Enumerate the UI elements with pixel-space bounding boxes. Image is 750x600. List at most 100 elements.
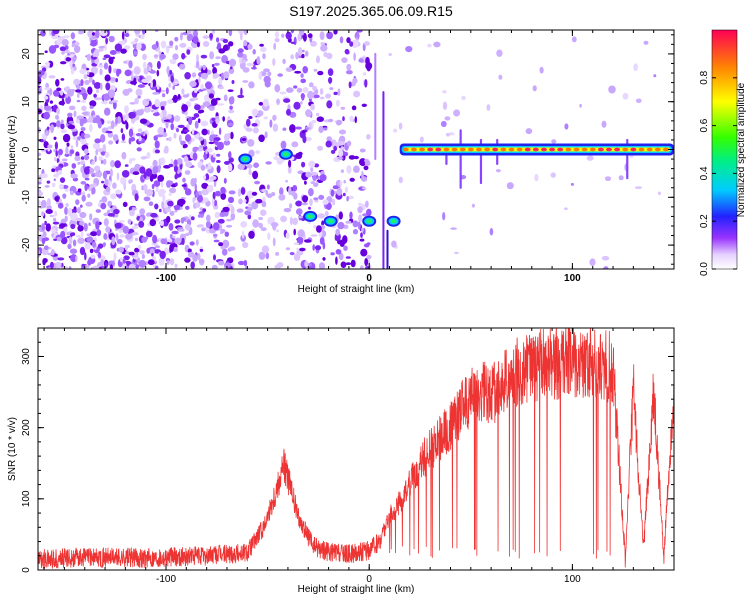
noise-speckle <box>325 202 332 210</box>
noise-speckle <box>196 224 203 228</box>
noise-speckle <box>316 55 320 64</box>
noise-speckle <box>570 182 575 186</box>
noise-speckle <box>45 209 53 214</box>
noise-speckle <box>348 81 352 89</box>
noise-speckle <box>56 120 61 128</box>
noise-speckle <box>51 168 56 172</box>
noise-speckle <box>194 88 198 93</box>
noise-speckle <box>216 160 221 163</box>
noise-speckle <box>276 99 280 104</box>
noise-speckle <box>105 37 108 45</box>
noise-speckle <box>179 63 186 70</box>
noise-speckle <box>313 94 320 99</box>
noise-speckle <box>205 163 208 168</box>
noise-speckle <box>122 201 128 208</box>
noise-speckle <box>197 253 201 261</box>
noise-speckle <box>364 79 368 88</box>
noise-speckle <box>622 92 629 100</box>
noise-speckle <box>100 160 104 164</box>
noise-speckle <box>95 209 102 213</box>
noise-speckle <box>103 233 108 240</box>
noise-speckle <box>60 61 67 65</box>
noise-speckle <box>166 137 169 141</box>
noise-speckle <box>304 137 312 142</box>
noise-speckle <box>166 66 170 75</box>
noise-speckle <box>344 48 350 55</box>
noise-speckle <box>442 212 446 221</box>
noise-speckle <box>352 220 359 228</box>
noise-speckle <box>171 230 179 235</box>
noise-speckle <box>201 128 208 136</box>
noise-speckle <box>216 45 220 50</box>
noise-speckle <box>168 193 172 196</box>
noise-speckle <box>79 118 84 127</box>
noise-speckle <box>179 42 187 48</box>
noise-speckle <box>42 231 47 238</box>
noise-speckle <box>156 84 160 90</box>
noise-speckle <box>140 33 145 40</box>
noise-speckle <box>80 127 86 131</box>
noise-speckle <box>328 118 334 123</box>
noise-speckle <box>166 215 171 223</box>
noise-speckle <box>360 232 363 238</box>
noise-speckle <box>70 67 75 75</box>
noise-speckle <box>258 222 263 229</box>
noise-speckle <box>105 226 111 233</box>
noise-speckle <box>310 40 317 47</box>
noise-speckle <box>68 105 76 111</box>
carrier-peak <box>565 147 572 152</box>
noise-speckle <box>260 209 267 216</box>
noise-speckle <box>153 180 161 187</box>
noise-speckle <box>120 257 123 263</box>
noise-speckle <box>454 251 459 255</box>
noise-speckle <box>181 184 187 187</box>
noise-speckle <box>181 88 185 95</box>
noise-speckle <box>75 234 81 238</box>
noise-speckle <box>138 136 142 142</box>
noise-speckle <box>273 42 277 51</box>
noise-speckle <box>285 179 288 183</box>
noise-speckle <box>211 198 215 207</box>
noise-speckle <box>116 68 120 77</box>
noise-speckle <box>53 89 60 97</box>
noise-speckle <box>65 203 69 207</box>
noise-speckle <box>166 180 174 186</box>
noise-speckle <box>116 172 120 181</box>
noise-speckle <box>56 87 62 92</box>
noise-speckle <box>156 111 160 116</box>
noise-speckle <box>358 58 364 63</box>
carrier-peak <box>589 147 596 152</box>
noise-speckle <box>115 117 118 125</box>
noise-speckle <box>354 116 357 124</box>
noise-speckle <box>221 55 229 64</box>
noise-speckle <box>226 218 232 222</box>
noise-speckle <box>192 197 197 201</box>
noise-speckle <box>174 237 182 245</box>
noise-speckle <box>211 63 215 68</box>
noise-speckle <box>180 32 183 41</box>
noise-speckle <box>227 89 234 92</box>
noise-speckle <box>302 87 309 93</box>
noise-speckle <box>340 169 344 174</box>
noise-speckle <box>608 85 616 94</box>
noise-speckle <box>281 33 285 38</box>
noise-speckle <box>134 97 139 105</box>
noise-speckle <box>231 80 235 84</box>
noise-speckle <box>635 98 642 104</box>
noise-speckle <box>301 130 306 134</box>
noise-speckle <box>201 227 206 232</box>
noise-speckle <box>601 120 607 128</box>
noise-speckle <box>227 196 235 204</box>
noise-speckle <box>145 212 152 217</box>
noise-speckle <box>169 187 177 194</box>
noise-speckle <box>134 193 139 202</box>
noise-speckle <box>398 122 403 130</box>
carrier-peak <box>605 147 612 152</box>
noise-speckle <box>95 221 100 230</box>
noise-speckle <box>180 140 186 146</box>
noise-speckle <box>62 184 69 189</box>
noise-speckle <box>262 53 266 60</box>
noise-speckle <box>226 203 234 208</box>
heatmap-y-axis-label: Frequency (Hz) <box>7 116 18 185</box>
noise-speckle <box>49 214 55 218</box>
